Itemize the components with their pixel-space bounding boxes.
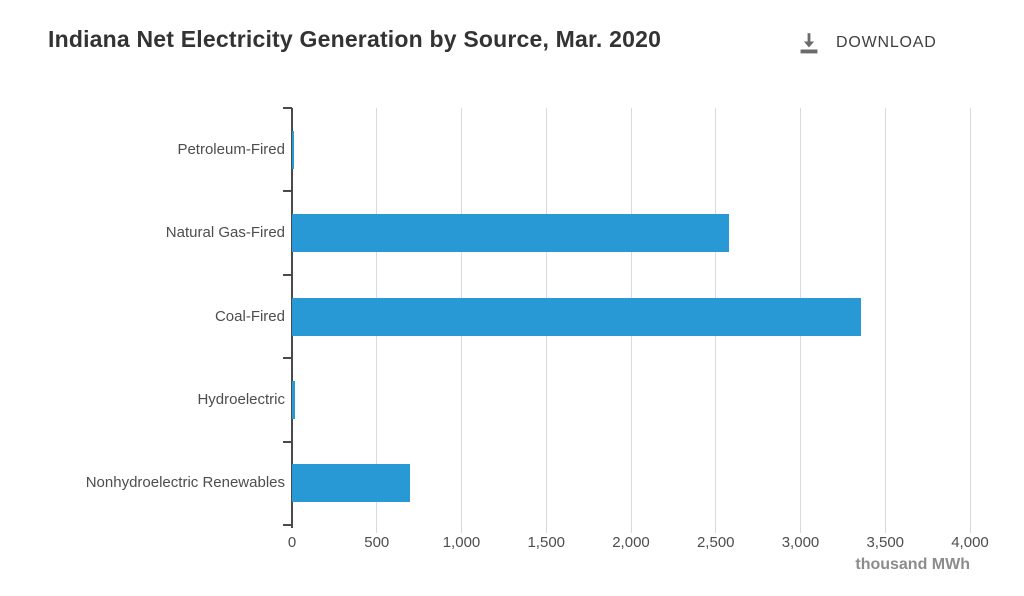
chart-bar-petroleum-fired[interactable] [292,130,294,169]
x-tick-label-3500: 3,500 [866,534,905,551]
chart-bar-hydroelectric[interactable] [292,380,296,419]
x-tick-label-0: 0 [287,534,297,551]
chart-bar-natural-gas-fired[interactable] [292,214,730,253]
chart-bar-coal-fired[interactable] [292,297,861,336]
gridline-3500 [884,108,886,533]
x-tick-label-2500: 2,500 [696,534,735,551]
x-axis-unit-label: thousand MWh [855,556,970,573]
y-axis-tick [283,273,292,276]
bar-chart-plot-area [283,107,971,533]
x-tick-label-3000: 3,000 [781,534,820,551]
x-tick-label-500: 500 [364,534,390,551]
x-tick-label-1500: 1,500 [527,534,566,551]
gridline-4000 [969,108,971,533]
download-button-label: DOWNLOAD [836,34,937,51]
download-icon [796,30,822,56]
y-axis-tick [283,357,292,360]
download-button[interactable]: DOWNLOAD [796,26,937,60]
y-axis-tick [283,190,292,193]
y-axis-tick [283,524,292,526]
x-tick-label-4000: 4,000 [951,534,989,551]
category-label-hydroelectric: Hydroelectric [197,390,285,408]
category-label-nonhydroelectric-renewables: Nonhydroelectric Renewables [85,474,285,492]
category-label-coal-fired: Coal-Fired [214,307,285,325]
category-label-natural-gas-fired: Natural Gas-Fired [165,224,285,242]
x-tick-label-2000: 2,000 [612,534,650,551]
y-axis-tick [283,440,292,443]
chart-bar-nonhydroelectric-renewables[interactable] [292,464,410,503]
chart-title: Indiana Net Electricity Generation by So… [48,26,662,52]
x-tick-label-1000: 1,000 [442,534,481,551]
y-axis-tick [283,107,292,109]
category-label-petroleum-fired: Petroleum-Fired [177,140,285,158]
